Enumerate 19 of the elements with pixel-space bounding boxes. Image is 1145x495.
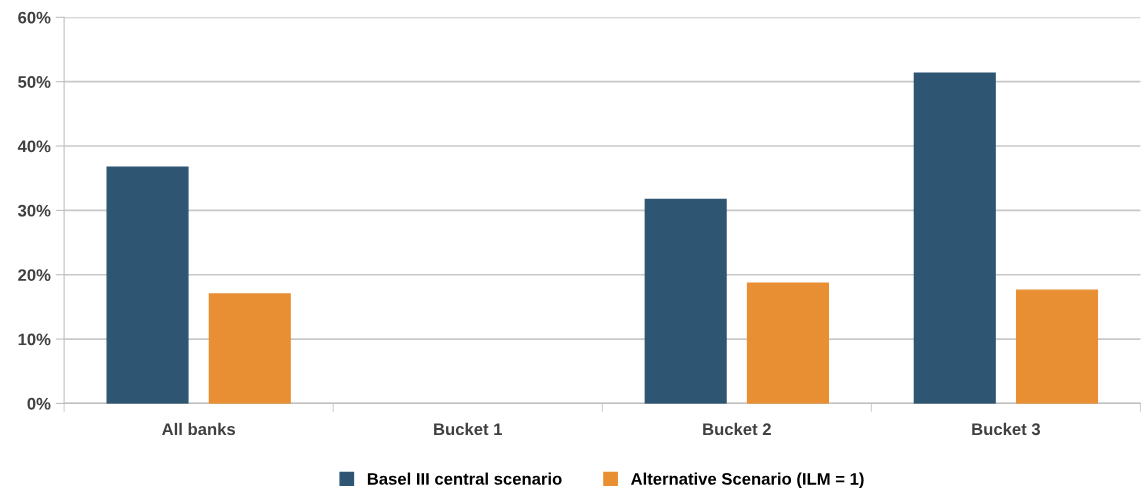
y-tick-label: 20% [18,269,51,281]
y-tick-label: 30% [17,204,51,217]
legend-label: Alternative Scenario (ILM = 1) [630,472,864,489]
x-tick-label: Bucket 2 [703,422,771,436]
y-tick-label: 0% [27,397,51,410]
y-tick-label: 10% [18,333,51,346]
x-tick-label: Bucket 1 [434,422,503,436]
bar [106,166,189,404]
bar [644,198,727,404]
bar [208,293,291,404]
legend-label: Basel III central scenario [367,472,562,485]
y-tick-label: 40% [17,140,51,153]
bar [1015,289,1099,404]
bar [913,72,996,404]
x-tick-label: Bucket 3 [972,422,1041,436]
y-tick-label: 50% [18,76,51,88]
y-tick-label: 60% [18,11,51,24]
bar [746,282,829,404]
x-tick-label: All banks [162,422,236,436]
